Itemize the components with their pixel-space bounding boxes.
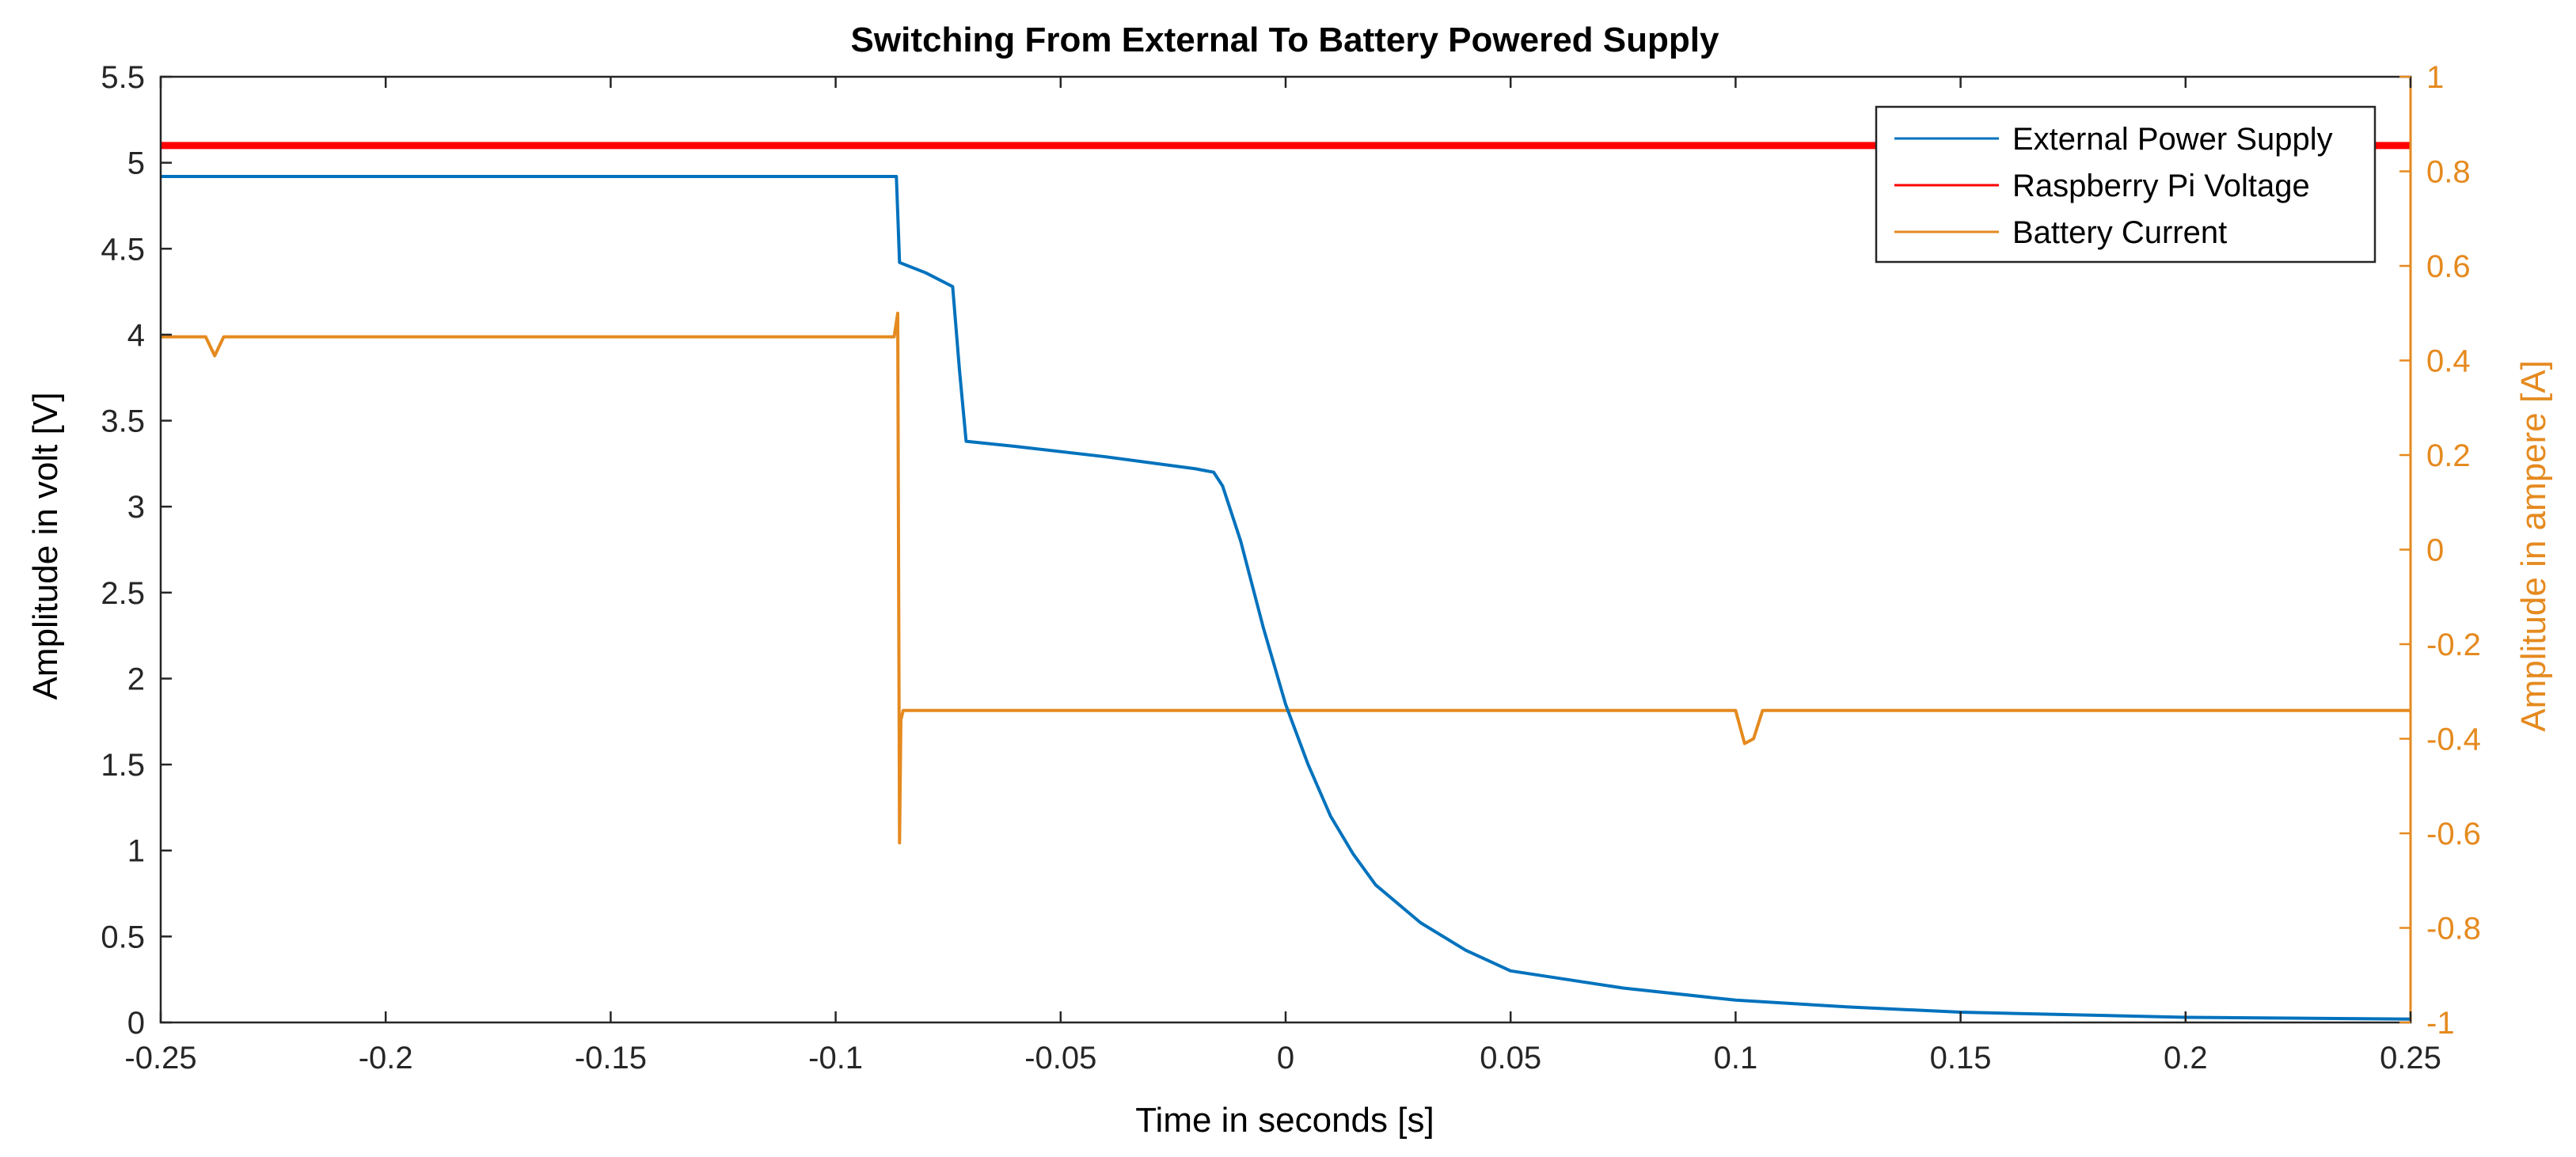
y-right-tick-label: 0.8 — [2426, 155, 2471, 190]
series-line-battery-current — [161, 311, 2411, 844]
x-tick-label: -0.15 — [575, 1041, 647, 1075]
y-left-tick-label: 0 — [127, 1006, 145, 1041]
legend-label-raspberry-pi-voltage: Raspberry Pi Voltage — [2012, 169, 2310, 203]
x-tick-label: 0.1 — [1714, 1041, 1758, 1075]
y-left-tick-label: 0.5 — [101, 920, 145, 954]
x-tick-label: -0.25 — [124, 1041, 196, 1075]
y-left-axis-ticks: 0 0.5 1 1.5 2 2.5 3 3.5 4 4.5 5 5.5 — [101, 60, 172, 1041]
y-right-axis-title: Amplitude in ampere [A] — [2514, 360, 2553, 732]
y-right-tick-label: -0.8 — [2426, 912, 2481, 946]
x-tick-label: 0.05 — [1480, 1041, 1541, 1075]
y-left-tick-label: 3 — [127, 490, 145, 525]
series-line-external-power-supply — [161, 175, 2411, 1021]
y-left-tick-label: 5 — [127, 146, 145, 181]
x-tick-label: -0.05 — [1024, 1041, 1096, 1075]
y-left-axis-title: Amplitude in volt [V] — [26, 393, 65, 700]
x-tick-label: -0.2 — [359, 1041, 413, 1075]
y-left-tick-label: 4.5 — [101, 232, 145, 267]
y-left-tick-label: 5.5 — [101, 60, 145, 95]
y-right-tick-label: 0.4 — [2426, 344, 2471, 379]
y-left-tick-label: 3.5 — [101, 404, 145, 439]
y-left-tick-label: 1 — [127, 834, 145, 869]
x-tick-label: 0.25 — [2380, 1041, 2441, 1075]
y-right-tick-label: 1 — [2426, 60, 2444, 95]
y-right-axis-ticks: -1 -0.8 -0.6 -0.4 -0.2 0 0.2 0.4 0.6 0.8 1 — [2399, 60, 2481, 1041]
y-left-tick-label: 1.5 — [101, 748, 145, 783]
y-right-tick-label: 0.2 — [2426, 438, 2471, 473]
legend: External Power Supply Raspberry Pi Volta… — [1875, 105, 2377, 264]
y-right-tick-label: -0.4 — [2426, 723, 2481, 757]
y-right-tick-label: -0.2 — [2426, 628, 2481, 662]
x-axis-title: Time in seconds [s] — [1135, 1101, 1434, 1140]
y-right-tick-label: -1 — [2426, 1006, 2455, 1041]
x-tick-label: 0 — [1277, 1041, 1294, 1075]
y-left-tick-label: 2 — [127, 662, 145, 696]
x-tick-label: 0.2 — [2164, 1041, 2208, 1075]
x-axis-ticks: -0.25 -0.2 -0.15 -0.1 -0.05 0 0.05 0.1 0.15 0.2 0.… — [124, 77, 2441, 1075]
y-right-tick-label: 0.6 — [2426, 249, 2471, 284]
chart-title: Switching From External To Battery Power… — [851, 21, 1719, 59]
y-right-tick-label: 0 — [2426, 533, 2444, 568]
x-tick-label: -0.1 — [808, 1041, 863, 1075]
x-tick-label: 0.15 — [1930, 1041, 1992, 1075]
legend-label-battery-current: Battery Current — [2012, 215, 2227, 250]
y-left-tick-label: 4 — [127, 318, 145, 353]
y-left-tick-label: 2.5 — [101, 576, 145, 611]
y-right-tick-label: -0.6 — [2426, 817, 2481, 852]
legend-label-external-power-supply: External Power Supply — [2012, 122, 2333, 157]
